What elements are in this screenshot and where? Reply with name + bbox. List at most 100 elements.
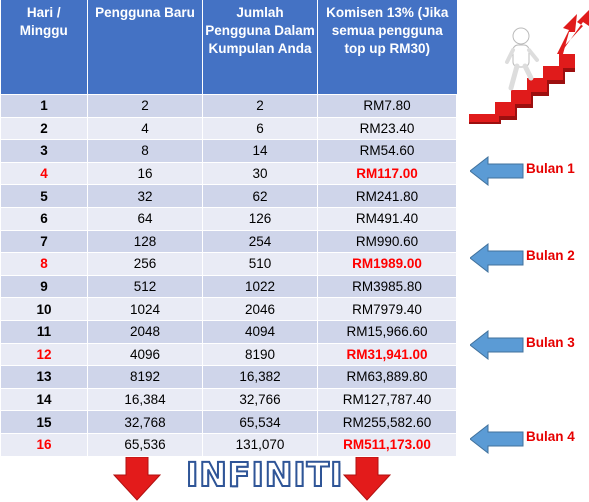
table-row: 10 1024 2046 RM7979.40 (0, 297, 457, 321)
month-marker-1: Bulan 1 (470, 156, 589, 186)
commission-cell: RM7.80 (317, 94, 457, 118)
week-cell: 12 (0, 342, 88, 367)
person-climbing-stairs-icon (469, 10, 589, 124)
new-users-cell: 8 (87, 139, 203, 163)
total-users-cell: 14 (202, 139, 318, 163)
new-users-cell: 16 (87, 161, 203, 186)
table-row: 8 256 510 RM1989.00 (0, 252, 457, 276)
new-users-cell: 32 (87, 184, 203, 208)
new-users-cell: 2 (87, 94, 203, 118)
table-row: 1 2 2 RM7.80 (0, 94, 457, 118)
header-week: Hari / Minggu (0, 0, 88, 95)
new-users-cell: 4096 (87, 342, 203, 367)
table-row: 13 8192 16,382 RM63,889.80 (0, 365, 457, 389)
total-users-cell: 2 (202, 94, 318, 118)
table-row: 7 128 254 RM990.60 (0, 229, 457, 254)
commission-cell: RM491.40 (317, 206, 457, 231)
new-users-cell: 4 (87, 116, 203, 141)
commission-cell: RM990.60 (317, 229, 457, 254)
total-users-cell: 32,766 (202, 387, 318, 412)
week-cell: 4 (0, 161, 88, 186)
total-users-cell: 30 (202, 161, 318, 186)
left-arrow-icon (470, 156, 524, 186)
week-cell: 14 (0, 387, 88, 412)
commission-cell: RM117.00 (317, 161, 457, 186)
commission-cell: RM241.80 (317, 184, 457, 208)
infiniti-text: INFINITI (185, 454, 344, 495)
total-users-cell: 8190 (202, 342, 318, 367)
total-users-cell: 6 (202, 116, 318, 141)
week-cell: 6 (0, 206, 88, 231)
week-cell: 3 (0, 139, 88, 163)
commission-cell: RM255,582.60 (317, 410, 457, 434)
week-cell: 13 (0, 365, 88, 389)
week-cell: 5 (0, 184, 88, 208)
header-new-users: Pengguna Baru (87, 0, 203, 95)
table-row: 12 4096 8190 RM31,941.00 (0, 342, 457, 367)
new-users-cell: 1024 (87, 297, 203, 321)
total-users-cell: 62 (202, 184, 318, 208)
week-cell: 8 (0, 252, 88, 276)
week-cell: 16 (0, 432, 88, 457)
week-cell: 15 (0, 410, 88, 434)
commission-cell: RM7979.40 (317, 297, 457, 321)
table-body: 1 2 2 RM7.80 2 4 6 RM23.40 3 8 14 RM54.60 4 16 30 RM117… (0, 94, 457, 457)
month-label: Bulan 1 (526, 161, 575, 176)
month-marker-3: Bulan 3 (470, 330, 589, 360)
week-cell: 10 (0, 297, 88, 321)
month-label: Bulan 2 (526, 248, 575, 263)
commission-cell: RM127,787.40 (317, 387, 457, 412)
table-row: 14 16,384 32,766 RM127,787.40 (0, 387, 457, 412)
week-cell: 9 (0, 274, 88, 299)
new-users-cell: 32,768 (87, 410, 203, 434)
total-users-cell: 4094 (202, 319, 318, 344)
total-users-cell: 126 (202, 206, 318, 231)
total-users-cell: 254 (202, 229, 318, 254)
table-row: 16 65,536 131,070 RM511,173.00 (0, 432, 457, 457)
table-row: 6 64 126 RM491.40 (0, 206, 457, 231)
left-arrow-icon (470, 330, 524, 360)
week-cell: 1 (0, 94, 88, 118)
new-users-cell: 128 (87, 229, 203, 254)
commission-cell: RM511,173.00 (317, 432, 457, 457)
table-row: 4 16 30 RM117.00 (0, 161, 457, 186)
commission-cell: RM54.60 (317, 139, 457, 163)
commission-cell: RM31,941.00 (317, 342, 457, 367)
commission-cell: RM23.40 (317, 116, 457, 141)
total-users-cell: 16,382 (202, 365, 318, 389)
total-users-cell: 510 (202, 252, 318, 276)
new-users-cell: 2048 (87, 319, 203, 344)
month-marker-2: Bulan 2 (470, 243, 589, 273)
new-users-cell: 65,536 (87, 432, 203, 457)
growth-table: Hari / Minggu Pengguna Baru Jumlah Pengg… (0, 0, 457, 457)
new-users-cell: 8192 (87, 365, 203, 389)
table-row: 5 32 62 RM241.80 (0, 184, 457, 208)
header-commission: Komisen 13% (Jika semua pengguna top up … (317, 0, 457, 95)
commission-cell: RM63,889.80 (317, 365, 457, 389)
growth-table-container: Hari / Minggu Pengguna Baru Jumlah Pengg… (0, 0, 457, 457)
new-users-cell: 64 (87, 206, 203, 231)
week-cell: 11 (0, 319, 88, 344)
total-users-cell: 1022 (202, 274, 318, 299)
left-arrow-icon (470, 243, 524, 273)
table-row: 3 8 14 RM54.60 (0, 139, 457, 163)
table-row: 9 512 1022 RM3985.80 (0, 274, 457, 299)
total-users-cell: 2046 (202, 297, 318, 321)
commission-cell: RM15,966.60 (317, 319, 457, 344)
table-row: 15 32,768 65,534 RM255,582.60 (0, 410, 457, 434)
total-users-cell: 131,070 (202, 432, 318, 457)
week-cell: 7 (0, 229, 88, 254)
down-arrow-icon (113, 457, 161, 501)
left-arrow-icon (470, 424, 524, 454)
header-total-users: Jumlah Pengguna Dalam Kumpulan Anda (202, 0, 318, 95)
week-cell: 2 (0, 116, 88, 141)
month-label: Bulan 3 (526, 335, 575, 350)
table-row: 11 2048 4094 RM15,966.60 (0, 319, 457, 344)
month-marker-4: Bulan 4 (470, 424, 589, 454)
month-label: Bulan 4 (526, 429, 575, 444)
down-arrow-icon (343, 457, 391, 501)
new-users-cell: 512 (87, 274, 203, 299)
new-users-cell: 16,384 (87, 387, 203, 412)
table-row: 2 4 6 RM23.40 (0, 116, 457, 141)
total-users-cell: 65,534 (202, 410, 318, 434)
